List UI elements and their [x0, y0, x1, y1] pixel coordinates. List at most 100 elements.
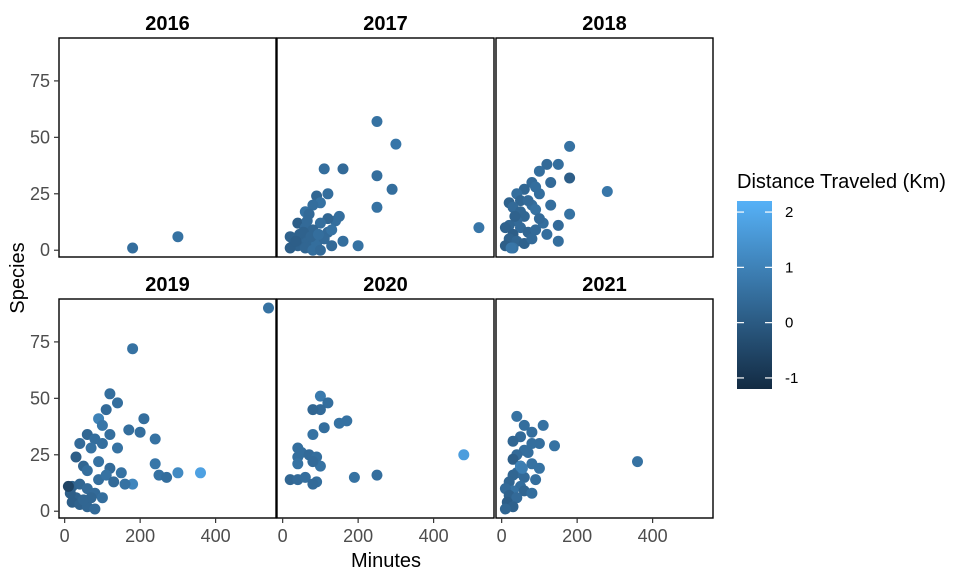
data-point	[526, 426, 538, 438]
facet-title: 2021	[582, 274, 627, 296]
x-tick-label: 0	[497, 526, 507, 546]
y-tick-label: 0	[40, 240, 50, 260]
legend: Distance Traveled (Km) -1 0 1 2	[737, 171, 946, 389]
data-point	[505, 242, 517, 254]
data-point	[552, 219, 564, 231]
facet-title: 2017	[363, 13, 408, 35]
data-point	[292, 458, 304, 470]
facet-2019: 2019 0 25 50 75 0 200 400	[30, 274, 277, 546]
data-point	[507, 453, 519, 465]
legend-colorbar	[737, 201, 772, 389]
data-point	[530, 474, 542, 486]
x-tick-label: 400	[419, 526, 449, 546]
facet-title: 2018	[582, 13, 627, 35]
data-point	[307, 478, 319, 490]
facet-2021: 2021 0 200 400	[495, 274, 714, 546]
data-point	[299, 471, 311, 483]
data-point	[307, 199, 319, 211]
x-tick-label: 0	[60, 526, 70, 546]
data-point	[96, 438, 108, 449]
data-point	[511, 410, 523, 422]
y-axis-title: Species	[7, 242, 29, 313]
facet-title: 2016	[145, 13, 190, 35]
facet-title: 2020	[363, 274, 408, 296]
data-point	[284, 474, 296, 486]
data-point	[85, 492, 97, 504]
data-point	[314, 217, 326, 229]
data-point	[149, 458, 161, 470]
legend-tick-label: 2	[785, 204, 793, 221]
data-point	[314, 244, 326, 256]
data-point	[119, 478, 131, 490]
facet-title: 2019	[145, 274, 190, 296]
data-point	[195, 467, 206, 479]
data-point	[458, 449, 470, 461]
data-point	[134, 426, 146, 438]
data-point	[172, 231, 184, 243]
data-point	[533, 462, 545, 474]
data-point	[549, 440, 560, 452]
data-point	[96, 492, 108, 504]
y-tick-label: 50	[30, 388, 50, 408]
y-tick-label: 75	[30, 332, 50, 352]
data-point	[62, 480, 74, 492]
points-2019	[62, 302, 274, 515]
facet-2018: 2018	[495, 13, 714, 258]
data-point	[511, 492, 523, 504]
data-point	[537, 419, 549, 431]
data-point	[518, 419, 530, 431]
data-point	[545, 199, 557, 211]
data-point	[601, 186, 613, 197]
data-point	[333, 417, 345, 429]
y-tick-label: 75	[30, 71, 50, 91]
data-point	[516, 462, 528, 474]
data-point	[70, 451, 82, 463]
data-point	[545, 177, 557, 188]
data-point	[138, 413, 150, 425]
data-point	[74, 438, 86, 449]
data-point	[337, 163, 349, 175]
data-point	[564, 140, 576, 152]
data-point	[552, 158, 564, 170]
points-2016	[127, 231, 184, 254]
data-point	[526, 487, 538, 499]
data-point	[263, 302, 274, 314]
data-point	[473, 222, 485, 234]
data-point	[499, 222, 511, 234]
x-axis-title: Minutes	[351, 550, 421, 572]
data-point	[507, 435, 519, 447]
data-point	[371, 116, 383, 127]
data-point	[515, 195, 526, 207]
data-point	[81, 465, 93, 477]
data-point	[161, 471, 173, 483]
panel-border	[495, 298, 714, 519]
facet-2020: 2020 0 200 400	[276, 274, 495, 546]
x-tick-label: 400	[201, 526, 231, 546]
data-point	[522, 195, 534, 207]
points-2020	[284, 390, 470, 490]
data-point	[564, 208, 576, 220]
data-point	[93, 456, 105, 468]
data-point	[322, 188, 334, 200]
data-point	[89, 503, 101, 515]
data-point	[96, 419, 108, 431]
data-point	[108, 476, 120, 488]
data-point	[541, 158, 553, 170]
data-point	[123, 424, 135, 436]
data-point	[552, 235, 564, 247]
legend-tick-label: 1	[785, 259, 793, 276]
data-point	[326, 224, 338, 236]
panel-border	[276, 37, 495, 258]
data-point	[499, 503, 511, 515]
y-tick-label: 25	[30, 445, 50, 465]
x-tick-label: 200	[343, 526, 373, 546]
data-point	[104, 429, 116, 440]
data-point	[541, 228, 553, 240]
data-point	[85, 442, 97, 454]
data-point	[318, 163, 330, 175]
data-point	[307, 404, 319, 416]
legend-title: Distance Traveled (Km)	[737, 171, 946, 193]
data-point	[307, 429, 319, 440]
data-point	[301, 215, 313, 227]
data-point	[127, 343, 139, 355]
